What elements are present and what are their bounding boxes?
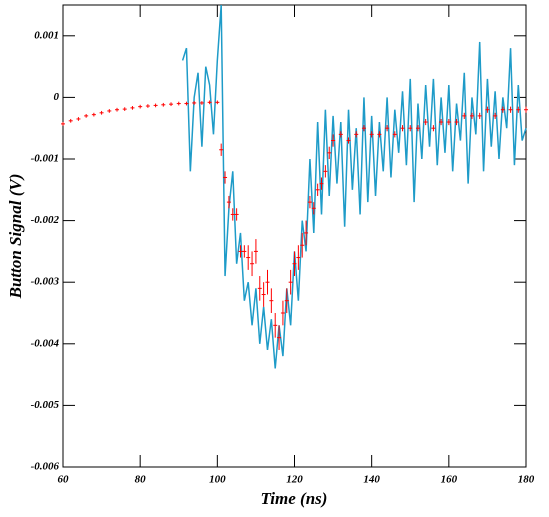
y-tick-label: -0.006 [31, 461, 60, 473]
x-tick-label: 100 [209, 474, 226, 486]
x-axis-label: Time (ns) [261, 489, 328, 508]
y-tick-label: -0.002 [31, 214, 60, 226]
y-tick-label: -0.004 [31, 337, 60, 349]
y-tick-label: -0.003 [31, 276, 60, 288]
x-tick-label: 60 [58, 474, 70, 486]
x-tick-label: 80 [135, 474, 147, 486]
y-tick-label: 0 [54, 91, 60, 103]
x-tick-label: 180 [518, 474, 535, 486]
y-tick-label: -0.005 [31, 399, 60, 411]
x-tick-label: 120 [286, 474, 303, 486]
x-tick-label: 140 [363, 474, 380, 486]
y-tick-label: -0.001 [31, 153, 59, 165]
y-axis-label: Button Signal (V) [6, 174, 25, 300]
y-tick-label: 0.001 [34, 29, 59, 41]
signal-line [181, 4, 527, 369]
x-tick-label: 160 [441, 474, 458, 486]
plot-frame [62, 4, 527, 468]
